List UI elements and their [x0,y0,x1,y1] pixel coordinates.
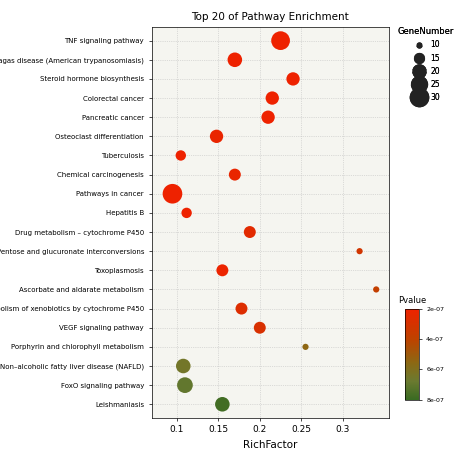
Point [181,381,189,389]
Point [277,37,284,44]
Legend: 10, 15, 20, 25, 30: 10, 15, 20, 25, 30 [397,27,454,102]
Point [231,56,238,64]
Point [264,114,272,121]
X-axis label: RichFactor: RichFactor [243,440,297,450]
Title: Top 20 of Pathway Enrichment: Top 20 of Pathway Enrichment [191,12,349,22]
Point [231,171,238,178]
Point [356,247,364,255]
Point [183,209,191,217]
Point [177,152,184,159]
Point [219,266,226,274]
Point [289,75,297,83]
Title: Pvalue: Pvalue [398,296,426,305]
Point [180,362,187,370]
Point [219,400,226,408]
Point [213,133,220,140]
Point [302,343,310,350]
Point [246,228,254,236]
Point [373,286,380,293]
Point [237,305,245,312]
Point [268,94,276,102]
Point [256,324,264,331]
Point [169,190,176,197]
